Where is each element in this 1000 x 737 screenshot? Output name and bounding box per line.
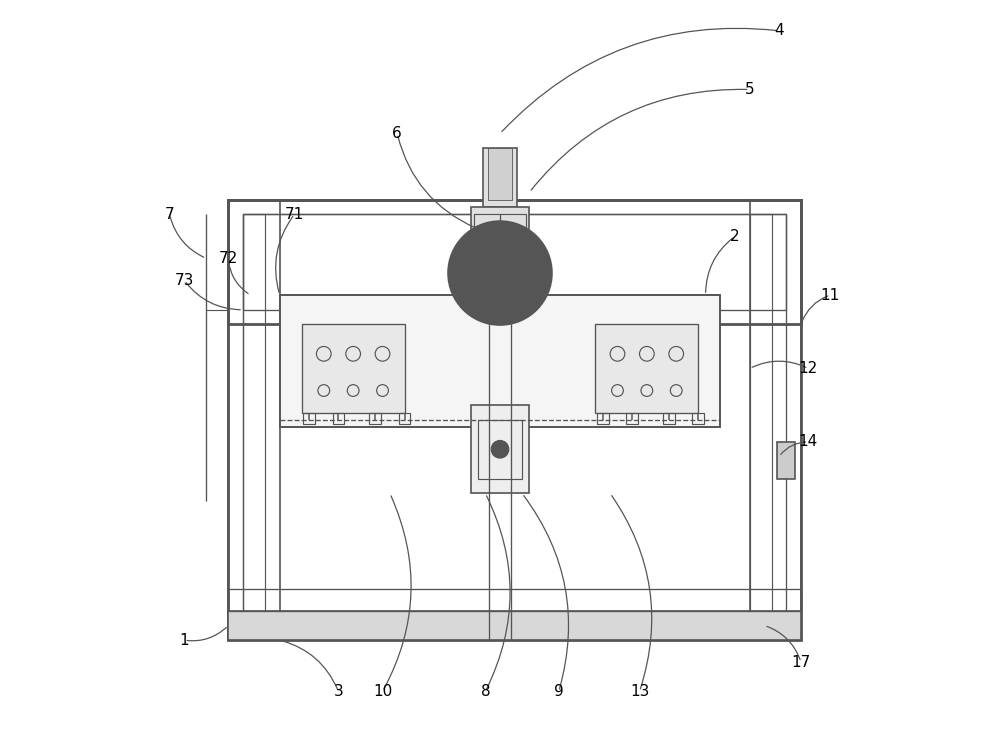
Bar bbox=[302, 324, 405, 413]
Text: 71: 71 bbox=[285, 207, 304, 222]
Bar bbox=[280, 295, 720, 427]
Text: 4: 4 bbox=[774, 24, 784, 38]
Circle shape bbox=[491, 441, 509, 458]
Bar bbox=[369, 413, 381, 424]
Text: 8: 8 bbox=[481, 684, 490, 699]
Text: 9: 9 bbox=[554, 684, 564, 699]
Bar bbox=[500, 214, 526, 244]
Bar bbox=[471, 405, 529, 493]
Text: 7: 7 bbox=[165, 207, 174, 222]
Bar bbox=[280, 295, 720, 427]
Bar bbox=[471, 207, 529, 251]
Bar bbox=[243, 214, 786, 626]
Bar bbox=[228, 200, 801, 640]
Bar bbox=[777, 442, 795, 478]
Bar bbox=[663, 413, 675, 424]
Bar bbox=[597, 413, 609, 424]
Text: 2: 2 bbox=[730, 229, 740, 244]
Text: 3: 3 bbox=[334, 684, 343, 699]
Bar bbox=[228, 611, 801, 640]
Text: 13: 13 bbox=[630, 684, 649, 699]
Circle shape bbox=[475, 247, 484, 256]
Text: 17: 17 bbox=[791, 654, 811, 670]
Bar bbox=[692, 413, 704, 424]
Text: 5: 5 bbox=[745, 82, 754, 97]
Bar bbox=[333, 413, 344, 424]
Bar bbox=[303, 413, 315, 424]
Text: 1: 1 bbox=[179, 632, 189, 648]
Bar bbox=[228, 200, 280, 640]
Circle shape bbox=[488, 247, 497, 256]
Bar bbox=[228, 200, 801, 324]
Text: 10: 10 bbox=[373, 684, 392, 699]
Bar bbox=[478, 420, 522, 478]
Bar bbox=[483, 148, 517, 207]
Text: 12: 12 bbox=[799, 361, 818, 376]
Bar bbox=[399, 413, 410, 424]
Circle shape bbox=[449, 222, 551, 324]
Bar bbox=[243, 214, 786, 310]
Text: 72: 72 bbox=[219, 251, 238, 266]
Bar bbox=[228, 589, 801, 611]
Text: 14: 14 bbox=[799, 434, 818, 450]
Bar bbox=[488, 148, 512, 200]
Bar bbox=[750, 214, 772, 626]
Bar bbox=[474, 214, 500, 244]
Text: 73: 73 bbox=[175, 273, 194, 288]
Bar bbox=[626, 413, 638, 424]
Bar bbox=[595, 324, 698, 413]
Text: 6: 6 bbox=[392, 126, 402, 141]
Bar bbox=[243, 214, 265, 626]
Circle shape bbox=[501, 247, 510, 256]
Bar bbox=[750, 200, 801, 640]
Text: 11: 11 bbox=[821, 287, 840, 303]
